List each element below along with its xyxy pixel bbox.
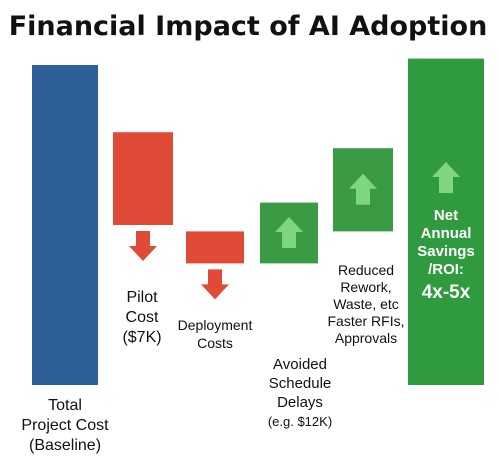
up-arrow-icon: [349, 173, 377, 205]
up-arrow-icon: [432, 162, 460, 193]
bar-5: [408, 58, 484, 385]
bar-1: [113, 132, 173, 225]
category-label: Deployment Costs: [178, 317, 253, 351]
category-label: Total Project Cost (Baseline): [21, 397, 109, 454]
down-arrow-icon: [201, 269, 229, 300]
category-label: Reduced Rework, Waste, etc Faster RFIs, Appr…: [327, 262, 404, 346]
up-arrow-icon: [275, 217, 303, 248]
category-label: Avoided Schedule Delays (e.g. $12K): [268, 356, 332, 429]
bar-2: [186, 231, 244, 264]
net-savings-label: Net Annual Savings/ROI: 4x-5x: [417, 207, 475, 303]
down-arrow-icon: [129, 231, 157, 261]
chart-title: Financial Impact of AI Adoption: [9, 11, 488, 42]
bar-0: [32, 65, 98, 385]
category-label: Pilot Cost ($7K): [122, 289, 161, 346]
